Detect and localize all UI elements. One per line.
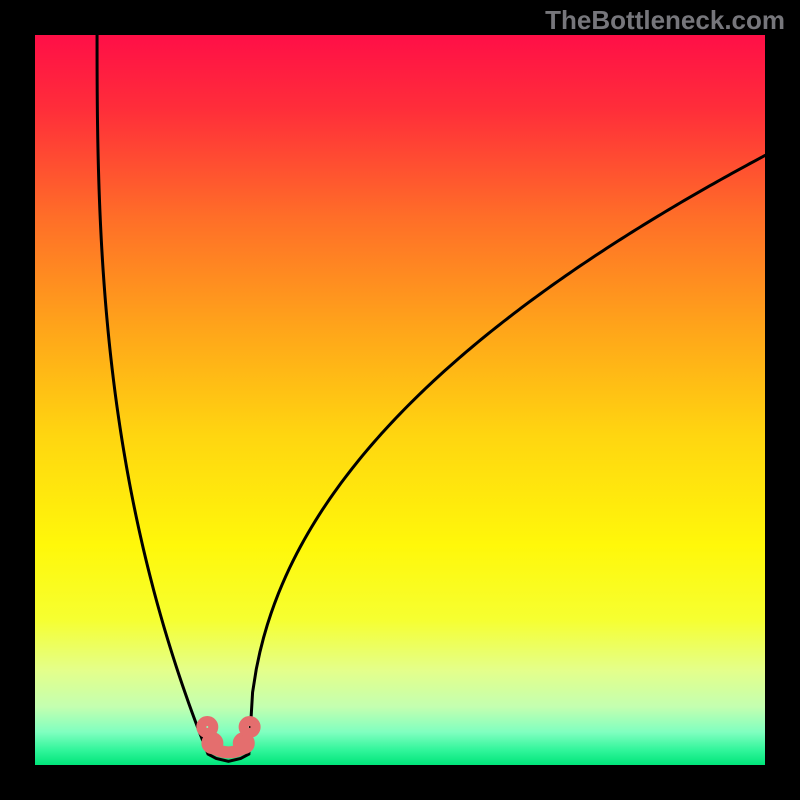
gradient-background bbox=[35, 35, 765, 765]
bottleneck-plot bbox=[35, 35, 765, 765]
watermark-text: TheBottleneck.com bbox=[545, 5, 785, 36]
